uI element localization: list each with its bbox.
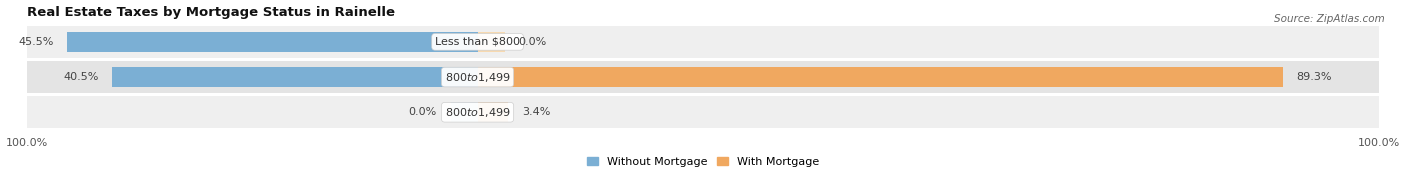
Bar: [27, 61, 1379, 93]
Text: Source: ZipAtlas.com: Source: ZipAtlas.com: [1274, 14, 1385, 24]
Bar: [27, 96, 1379, 128]
Text: $800 to $1,499: $800 to $1,499: [444, 106, 510, 119]
Bar: [478, 32, 505, 52]
Text: 0.0%: 0.0%: [519, 37, 547, 47]
Bar: [478, 67, 1282, 87]
Bar: [450, 102, 478, 122]
Text: 89.3%: 89.3%: [1296, 72, 1331, 82]
Bar: [478, 102, 508, 122]
Text: 3.4%: 3.4%: [522, 107, 550, 117]
Text: $800 to $1,499: $800 to $1,499: [444, 71, 510, 83]
Bar: [67, 32, 478, 52]
Text: Less than $800: Less than $800: [434, 37, 520, 47]
Legend: Without Mortgage, With Mortgage: Without Mortgage, With Mortgage: [588, 157, 818, 167]
Text: 45.5%: 45.5%: [18, 37, 53, 47]
Text: 40.5%: 40.5%: [63, 72, 98, 82]
Bar: [27, 26, 1379, 58]
Text: 0.0%: 0.0%: [409, 107, 437, 117]
Bar: [112, 67, 478, 87]
Text: Real Estate Taxes by Mortgage Status in Rainelle: Real Estate Taxes by Mortgage Status in …: [27, 5, 395, 19]
